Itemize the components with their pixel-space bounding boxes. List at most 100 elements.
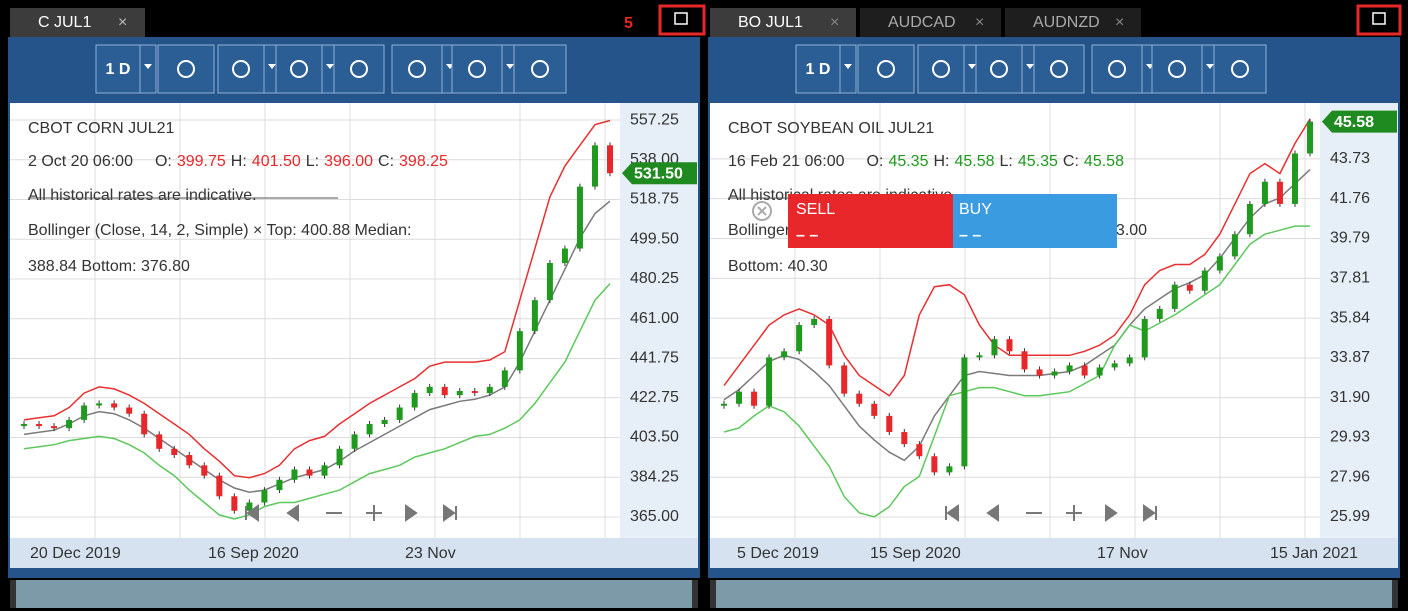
maximize-button[interactable] [674,12,688,25]
candle [411,393,418,408]
candle [96,403,103,406]
candle [576,186,583,249]
bollinger-line [23,119,611,479]
candle [826,318,833,366]
candle [531,300,538,332]
tab-close[interactable]: × [830,14,839,31]
candle [186,455,193,466]
ohlc-value: 45.35 [888,153,928,170]
tab-close[interactable]: × [1115,14,1124,31]
nav-control[interactable] [366,505,382,521]
candle [1126,357,1133,364]
y-tick-label: 461.00 [630,310,679,327]
tab[interactable] [860,8,1001,37]
toolbar-button[interactable] [275,44,323,94]
y-tick-label: 31.90 [1330,389,1370,406]
indicator-info: Bottom: 40.30 [728,258,828,275]
candle [126,407,133,414]
toolbar-button[interactable] [1033,44,1085,94]
candle [471,391,478,394]
toolbar-button[interactable] [451,44,503,94]
candle [336,448,343,466]
x-tick-label: 23 Nov [405,545,456,562]
toolbar-button[interactable] [95,44,141,94]
nav-control[interactable] [1066,505,1082,521]
ohlc-name: H: [933,153,949,170]
tab-close[interactable]: × [118,14,127,31]
nav-control[interactable] [1105,504,1118,522]
nav-control[interactable] [245,504,259,522]
candle [1096,367,1103,376]
toolbar-button[interactable] [1151,44,1203,94]
x-tick-label: 17 Nov [1097,545,1148,562]
tab-close[interactable]: × [975,14,984,31]
tab-label[interactable]: AUDNZD [1033,14,1100,31]
candle [1276,181,1283,204]
y-tick-label: 35.84 [1330,309,1370,326]
candle [216,475,223,497]
toolbar-icon [990,60,1008,78]
toolbar-button[interactable] [857,44,915,94]
interval-label[interactable]: 1 D [106,61,131,78]
nav-control[interactable] [945,504,959,522]
candle [1081,365,1088,376]
candle [1307,121,1313,154]
candle [1141,318,1148,358]
scrollbar[interactable] [10,580,698,608]
buy-label[interactable]: BUY [959,201,992,218]
candle [811,318,818,326]
highlight-box [658,4,706,36]
candle [1201,270,1208,291]
candle [291,469,298,480]
tab[interactable] [710,8,856,37]
ohlc-name: H: [231,153,247,170]
maximize-button[interactable] [1372,12,1386,25]
toolbar-button[interactable] [157,44,215,94]
tab-label[interactable]: BO JUL1 [738,14,803,31]
y-tick-label: 557.25 [630,111,679,128]
interval-label[interactable]: 1 D [806,61,831,78]
candle [36,424,43,427]
toolbar-button[interactable] [513,44,567,94]
nav-control[interactable] [286,504,299,522]
tab[interactable] [10,8,145,37]
tab-label[interactable]: C JUL1 [38,14,91,31]
nav-control[interactable] [1143,504,1157,522]
badge: 5 [624,15,633,32]
sell-button[interactable] [788,194,953,248]
toolbar-button[interactable] [217,44,265,94]
ohlc-value: 401.50 [252,153,301,170]
candle [961,357,968,467]
disclaimer: All historical rates are indicative. [28,187,257,204]
scrollbar[interactable] [710,580,1398,608]
nav-control[interactable] [986,504,999,522]
buy-button[interactable] [953,194,1117,248]
candle [751,391,758,406]
toolbar-button[interactable] [1213,44,1267,94]
toolbar-button[interactable] [1091,44,1143,94]
toolbar-button[interactable] [795,44,841,94]
candle [426,386,433,394]
toolbar-icon [932,60,950,78]
y-tick-label: 29.93 [1330,429,1370,446]
price-tag [1322,110,1397,133]
toolbar-button[interactable] [391,44,443,94]
toolbar-icon [1168,60,1186,78]
candle [1006,339,1013,352]
toolbar-button[interactable] [975,44,1023,94]
y-tick-label: 33.87 [1330,349,1370,366]
nav-control[interactable] [443,504,457,522]
ohlc-name: O: [155,153,172,170]
candle [141,413,148,435]
toolbar-button[interactable] [917,44,965,94]
candle [81,405,88,420]
tab-label[interactable]: AUDCAD [888,14,956,31]
scroll-end [10,580,16,608]
nav-control[interactable] [405,504,418,522]
tab[interactable] [1005,8,1141,37]
toolbar-button[interactable] [333,44,385,94]
y-tick-label: 365.00 [630,508,679,525]
scroll-end [692,580,698,608]
sell-label[interactable]: SELL [796,201,835,218]
